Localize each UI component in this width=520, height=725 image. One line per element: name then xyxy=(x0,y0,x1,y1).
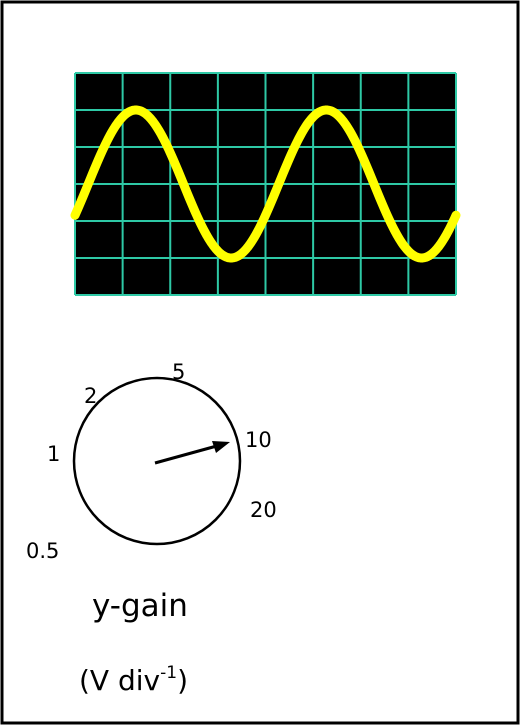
unit-close: ) xyxy=(177,664,188,697)
dial-label-20: 20 xyxy=(250,498,277,522)
waveform-trace xyxy=(70,105,461,263)
dial-title: y-gain xyxy=(92,588,188,624)
unit-exponent: -1 xyxy=(160,663,177,683)
dial-label-5: 5 xyxy=(172,360,185,384)
dial-label-2: 2 xyxy=(84,384,97,408)
dial-label-10: 10 xyxy=(245,428,272,452)
dial-pointer-head xyxy=(212,441,230,453)
dial-label-1: 1 xyxy=(47,442,60,466)
dial-pointer xyxy=(154,442,225,465)
dial-unit: (V div-1) xyxy=(79,663,188,697)
y-gain-dial: 0.5 1 2 5 10 20 xyxy=(26,360,277,563)
dial-label-0.5: 0.5 xyxy=(26,539,59,563)
unit-base: (V div xyxy=(79,664,160,697)
oscilloscope-screen xyxy=(70,72,461,296)
